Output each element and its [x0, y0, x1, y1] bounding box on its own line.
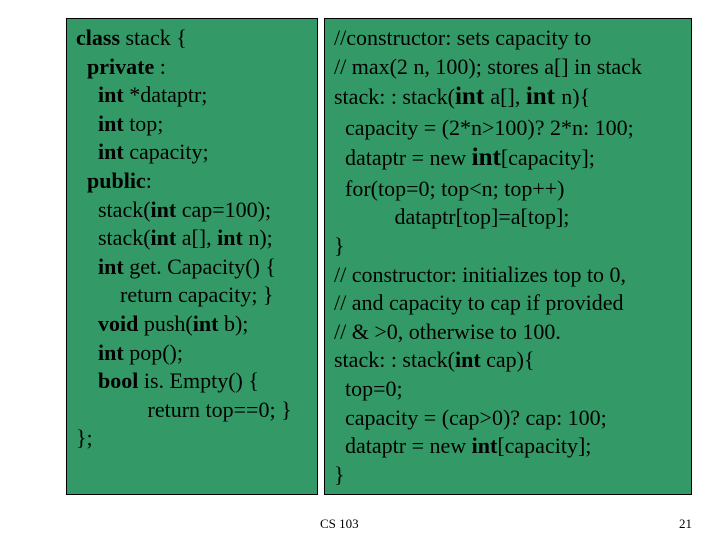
keyword-int: int	[151, 197, 177, 222]
code-line: top=0;	[334, 375, 682, 404]
code-text: cap=100);	[176, 197, 271, 222]
code-line: };	[76, 424, 308, 453]
code-text: cap){	[481, 347, 535, 372]
keyword-int: int	[472, 433, 498, 458]
code-line: bool is. Empty() {	[76, 367, 308, 396]
code-text: stack {	[120, 25, 187, 50]
code-text: :	[146, 168, 152, 193]
keyword-public: public	[76, 168, 146, 193]
code-line: capacity = (cap>0)? cap: 100;	[334, 404, 682, 433]
keyword-int: int	[76, 82, 124, 107]
code-text: stack: : stack(	[334, 347, 455, 372]
code-line: public:	[76, 167, 308, 196]
code-text: push(	[138, 311, 192, 336]
course-label: CS 103	[320, 516, 359, 532]
slide-footer: CS 103 21	[0, 516, 720, 532]
implementation-box: //constructor: sets capacity to // max(2…	[324, 18, 692, 495]
code-text: dataptr = new	[334, 433, 472, 458]
code-line: class stack {	[76, 24, 308, 53]
code-line: int capacity;	[76, 138, 308, 167]
keyword-int: int	[217, 225, 243, 250]
code-line: int top;	[76, 110, 308, 139]
code-line: // & >0, otherwise to 100.	[334, 318, 682, 347]
code-text: n);	[243, 225, 273, 250]
code-text: n){	[561, 84, 590, 109]
code-text: *dataptr;	[124, 82, 208, 107]
code-text: [capacity];	[501, 145, 595, 170]
code-line: void push(int b);	[76, 310, 308, 339]
code-line: stack: : stack(int cap){	[334, 346, 682, 375]
code-line: // and capacity to cap if provided	[334, 289, 682, 318]
code-line: private :	[76, 53, 308, 82]
code-text: stack(	[76, 225, 151, 250]
keyword-int: int	[455, 347, 481, 372]
code-line: stack: : stack(int a[], int n){	[334, 81, 682, 114]
keyword-int: int	[455, 83, 490, 110]
code-text: :	[154, 54, 166, 79]
page-number: 21	[679, 516, 692, 532]
code-line: int pop();	[76, 339, 308, 368]
code-line: dataptr = new int[capacity];	[334, 432, 682, 461]
code-line: return capacity; }	[76, 281, 308, 310]
keyword-class: class	[76, 25, 120, 50]
code-text: b);	[218, 311, 248, 336]
code-line: for(top=0; top<n; top++)	[334, 175, 682, 204]
code-text: dataptr = new	[334, 145, 472, 170]
code-line: // constructor: initializes top to 0,	[334, 261, 682, 290]
keyword-int: int	[76, 340, 124, 365]
code-line: int get. Capacity() {	[76, 253, 308, 282]
keyword-private: private	[76, 54, 154, 79]
code-line: dataptr = new int[capacity];	[334, 142, 682, 175]
code-line: }	[334, 461, 682, 490]
code-line: // max(2 n, 100); stores a[] in stack	[334, 53, 682, 82]
slide-container: class stack { private : int *dataptr; in…	[0, 0, 720, 495]
keyword-int: int	[526, 83, 561, 110]
code-text: a[],	[490, 84, 525, 109]
keyword-int: int	[151, 225, 177, 250]
keyword-int: int	[193, 311, 219, 336]
code-line: return top==0; }	[76, 396, 308, 425]
keyword-int: int	[76, 254, 124, 279]
code-text: top;	[124, 111, 164, 136]
code-text: capacity;	[124, 139, 209, 164]
keyword-int: int	[76, 139, 124, 164]
code-line: capacity = (2*n>100)? 2*n: 100;	[334, 114, 682, 143]
keyword-void: void	[76, 311, 138, 336]
code-line: int *dataptr;	[76, 81, 308, 110]
code-text: [capacity];	[497, 433, 591, 458]
code-line: stack(int a[], int n);	[76, 224, 308, 253]
keyword-int: int	[472, 144, 501, 171]
class-definition-box: class stack { private : int *dataptr; in…	[66, 18, 318, 495]
code-text: stack: : stack(	[334, 84, 455, 109]
code-line: //constructor: sets capacity to	[334, 24, 682, 53]
keyword-bool: bool	[76, 368, 138, 393]
code-line: stack(int cap=100);	[76, 196, 308, 225]
code-line: }	[334, 232, 682, 261]
code-text: a[],	[176, 225, 217, 250]
code-text: get. Capacity() {	[124, 254, 276, 279]
code-line: dataptr[top]=a[top];	[334, 203, 682, 232]
keyword-int: int	[76, 111, 124, 136]
code-text: stack(	[76, 197, 151, 222]
code-text: is. Empty() {	[138, 368, 259, 393]
code-text: pop();	[124, 340, 183, 365]
